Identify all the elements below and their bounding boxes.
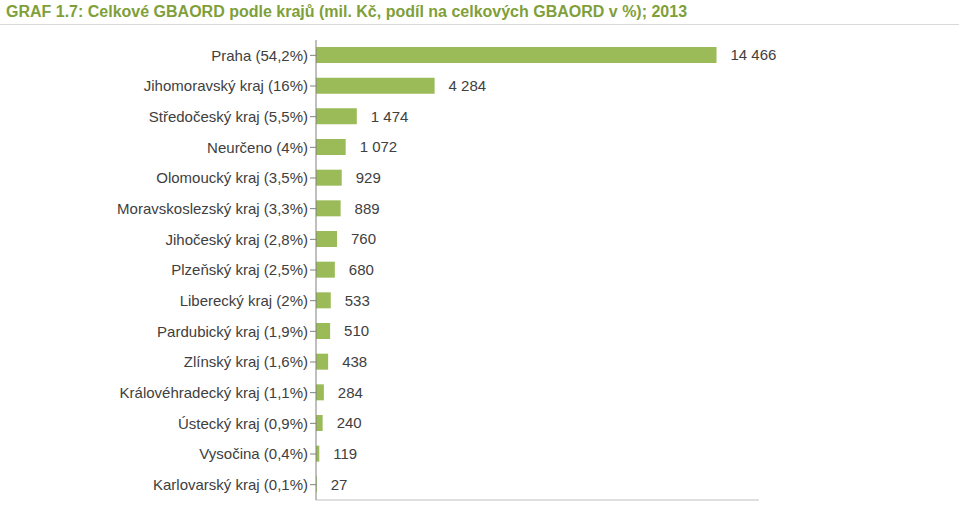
- svg-text:889: 889: [355, 200, 380, 217]
- svg-text:Zlínský kraj (1,6%): Zlínský kraj (1,6%): [184, 353, 308, 370]
- svg-text:533: 533: [345, 292, 370, 309]
- svg-text:Jihomoravský kraj (16%): Jihomoravský kraj (16%): [144, 77, 308, 94]
- svg-text:240: 240: [337, 414, 362, 431]
- svg-text:680: 680: [349, 261, 374, 278]
- svg-text:Ústecký kraj (0,9%): Ústecký kraj (0,9%): [178, 415, 308, 432]
- svg-text:760: 760: [351, 230, 376, 247]
- svg-text:Karlovarský kraj (0,1%): Karlovarský kraj (0,1%): [153, 476, 308, 493]
- svg-text:14 466: 14 466: [731, 46, 777, 63]
- html-text:GRAF 1.7: Celkové GBAORD podle: GRAF 1.7: Celkové GBAORD podle krajů (mi…: [6, 3, 688, 20]
- svg-text:Praha (54,2%): Praha (54,2%): [211, 47, 308, 64]
- svg-text:1 072: 1 072: [360, 138, 398, 155]
- svg-text:Liberecký kraj (2%): Liberecký kraj (2%): [180, 292, 308, 309]
- svg-text:438: 438: [342, 353, 367, 370]
- svg-text:Plzeňský kraj (2,5%): Plzeňský kraj (2,5%): [171, 261, 308, 278]
- svg-text:929: 929: [356, 169, 381, 186]
- svg-text:Moravskoslezský kraj (3,3%): Moravskoslezský kraj (3,3%): [117, 200, 308, 217]
- svg-text:119: 119: [333, 445, 357, 462]
- svg-text:4 284: 4 284: [449, 77, 487, 94]
- svg-text:Neurčeno (4%): Neurčeno (4%): [207, 139, 308, 156]
- svg-text:Vysočina (0,4%): Vysočina (0,4%): [199, 445, 308, 462]
- svg-text:Pardubický kraj (1,9%): Pardubický kraj (1,9%): [157, 323, 308, 340]
- svg-text:510: 510: [344, 322, 369, 339]
- svg-text:27: 27: [331, 476, 348, 493]
- svg-text:284: 284: [338, 384, 363, 401]
- svg-text:Olomoucký kraj (3,5%): Olomoucký kraj (3,5%): [156, 169, 308, 186]
- svg-text:Jihočeský kraj (2,8%): Jihočeský kraj (2,8%): [165, 231, 308, 248]
- svg-text:Královéhradecký kraj (1,1%): Královéhradecký kraj (1,1%): [120, 384, 308, 401]
- svg-text:Středočeský kraj (5,5%): Středočeský kraj (5,5%): [149, 108, 308, 125]
- svg-text:1 474: 1 474: [371, 108, 409, 125]
